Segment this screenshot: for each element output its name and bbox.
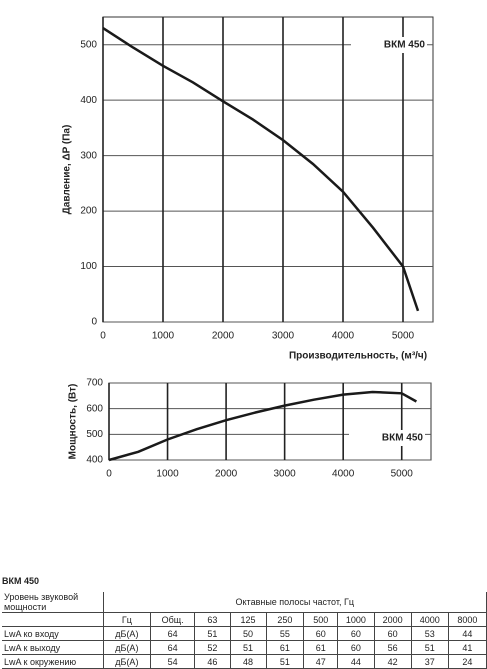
x-tick-label: 0 [100, 331, 106, 342]
table-cell: 46 [194, 654, 231, 669]
table-cell: 250 [265, 612, 305, 627]
x-tick-label: 1000 [152, 331, 175, 342]
table-cell: 8000 [447, 612, 487, 627]
table-cell: 53 [410, 626, 449, 641]
table-cell: 48 [229, 654, 267, 669]
table-cell: 60 [337, 626, 375, 641]
table-row: LwA к окружению дБ(А) 54 46 48 51 47 44 42 37 24 [2, 654, 487, 669]
table-cell: 51 [265, 654, 305, 669]
y-tick-label: 200 [80, 206, 97, 217]
table-cell: 47 [303, 654, 339, 669]
table-cell: 54 [150, 654, 196, 669]
line [108, 390, 418, 462]
table-cell: LwA ко входу [2, 626, 104, 641]
legend-bg [349, 430, 425, 446]
y-axis-label: Давление, ΔP (Па) [62, 125, 73, 215]
table-cell: 61 [265, 640, 305, 655]
x-tick-label: 3000 [274, 469, 297, 480]
table-cell: 60 [373, 626, 412, 641]
table-cell: дБ(А) [102, 626, 152, 641]
table-cell: 60 [303, 626, 339, 641]
table-cell: 64 [150, 640, 196, 655]
table-cell [2, 612, 104, 627]
table-cell: 4000 [410, 612, 449, 627]
table-cell: 500 [303, 612, 339, 627]
table-row: LwA к выходу дБ(А) 64 52 51 61 61 60 56 51 41 [2, 640, 487, 655]
y-tick-label: 500 [86, 429, 103, 440]
y-tick-label: 600 [86, 403, 103, 414]
table-cell: Общ. [150, 612, 196, 627]
sound-table: ВКМ 450 Уровень звуковой мощности Октавны… [2, 576, 487, 669]
table-cell: 24 [447, 654, 487, 669]
table-cell: 51 [229, 640, 267, 655]
x-tick-label: 4000 [332, 469, 355, 480]
x-tick-label: 2000 [215, 469, 238, 480]
x-tick-label: 0 [106, 469, 112, 480]
table-cell: 55 [265, 626, 305, 641]
table-cell: 41 [447, 640, 487, 655]
plot-frame [102, 16, 434, 323]
table-cell: Гц [102, 612, 152, 627]
table-cell: дБ(А) [102, 640, 152, 655]
x-tick-label: 5000 [391, 469, 414, 480]
legend-label: ВКМ 450 [382, 433, 424, 444]
y-tick-label: 0 [91, 317, 97, 328]
y-tick-label: 400 [86, 455, 103, 466]
table: Уровень звуковой мощности Октавные полосы… [2, 592, 487, 669]
x-tick-label: 4000 [332, 331, 355, 342]
table-cell: 50 [229, 626, 267, 641]
y-axis-label: Мощность, (Вт) [68, 384, 79, 460]
y-tick-label: 300 [80, 150, 97, 161]
table-title: ВКМ 450 [2, 576, 40, 586]
y-tick-label: 100 [80, 261, 97, 272]
table-cell: 44 [447, 626, 487, 641]
table-cell: 37 [410, 654, 449, 669]
y-tick-label: 500 [80, 39, 97, 50]
table-cell: 56 [373, 640, 412, 655]
table-cell: 60 [337, 640, 375, 655]
table-cell: Октавные полосы частот, Гц [102, 592, 487, 613]
x-tick-label: 3000 [272, 331, 295, 342]
table-cell: Уровень звуковой мощности [2, 592, 104, 613]
plot-frame [108, 382, 432, 461]
y-tick-label: 700 [86, 378, 103, 389]
table-cell: LwA к выходу [2, 640, 104, 655]
line [102, 27, 420, 312]
table-row: LwA ко входу дБ(А) 64 51 50 55 60 60 60 53 44 [2, 626, 487, 641]
table-cell: 64 [150, 626, 196, 641]
x-tick-label: 5000 [392, 331, 415, 342]
table-cell: LwA к окружению [2, 654, 104, 669]
table-cell: 44 [337, 654, 375, 669]
table-cell: 63 [194, 612, 231, 627]
table-cell: 1000 [337, 612, 375, 627]
table-cell: 51 [410, 640, 449, 655]
table-cell: 51 [194, 626, 231, 641]
y-tick-label: 400 [80, 95, 97, 106]
x-tick-label: 1000 [156, 469, 179, 480]
legend-bg [351, 37, 427, 53]
x-axis-label: Производительность, (м³/ч) [289, 351, 427, 362]
table-cell: 61 [303, 640, 339, 655]
table-row: Гц Общ. 63 125 250 500 1000 2000 4000 8000 [2, 612, 487, 627]
table-cell: 42 [373, 654, 412, 669]
table-cell: 2000 [373, 612, 412, 627]
x-tick-label: 2000 [212, 331, 235, 342]
table-row: Уровень звуковой мощности Октавные полосы… [2, 592, 487, 613]
legend-label: ВКМ 450 [384, 40, 426, 51]
table-cell: 52 [194, 640, 231, 655]
table-cell: 125 [229, 612, 267, 627]
table-cell: дБ(А) [102, 654, 152, 669]
